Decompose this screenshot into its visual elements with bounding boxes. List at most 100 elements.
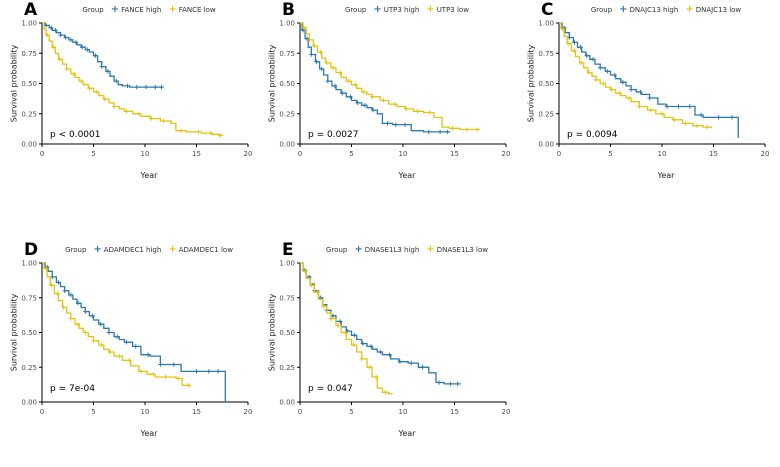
legend-label: FANCE low (178, 6, 216, 14)
legend-item: + DNAJC13 high (619, 5, 678, 15)
y-tick-label: 0.75 (279, 294, 295, 302)
survival-curve-1 (559, 22, 713, 129)
x-tick-label: 0 (557, 150, 561, 158)
x-tick-label: 10 (658, 150, 667, 158)
legend: Group + DNAJC13 high + DNAJC13 low (521, 2, 773, 18)
survival-plot: 0 5 10 15 20 1.00 0.75 0.50 0.25 0.00 (538, 20, 770, 159)
legend: Group + UTP3 high + UTP3 low (262, 2, 514, 18)
x-tick-label: 10 (141, 408, 150, 416)
legend: Group + FANCE high + FANCE low (4, 2, 256, 18)
y-tick-label: 1.00 (21, 20, 37, 28)
x-tick-label: 20 (502, 150, 511, 158)
y-axis-label: Survival probability (9, 293, 19, 372)
y-axis-label: Survival probability (526, 44, 536, 123)
y-tick-label: 0.50 (538, 80, 554, 88)
x-tick-label: 15 (709, 150, 718, 158)
y-tick-label: 0.75 (21, 294, 37, 302)
survival-curve-0 (559, 22, 739, 138)
y-axis-label: Survival probability (267, 293, 277, 372)
y-tick-label: 1.00 (21, 260, 37, 268)
censor-marks-1 (301, 25, 480, 132)
survival-plot: 0 5 10 15 20 1.00 0.75 0.50 0.25 0.00 (279, 20, 511, 159)
legend-label: FANCE high (121, 6, 162, 14)
survival-plot: 0 5 10 15 20 1.00 0.75 0.50 0.25 0.00 (21, 20, 252, 159)
plus-marker-icon: + (168, 4, 177, 15)
legend-item: + DNASE1L3 high (354, 245, 419, 255)
y-tick-label: 0.50 (279, 329, 295, 337)
plot-area: 0 5 10 15 20 1.00 0.75 0.50 0.25 0.00 p = 0.047 (262, 258, 514, 430)
y-tick-label: 0.50 (21, 80, 37, 88)
y-tick-label: 0.00 (279, 399, 295, 407)
survival-curve-1 (300, 22, 481, 131)
x-axis-label: Year (657, 171, 675, 180)
x-tick-label: 5 (91, 408, 95, 416)
y-axis-label: Survival probability (9, 44, 19, 123)
legend-title: Group (326, 246, 348, 254)
censor-marks-1 (44, 32, 223, 138)
y-tick-label: 0.00 (279, 141, 295, 149)
y-tick-label: 0.25 (279, 110, 295, 118)
legend-item: + ADAMDEC1 high (93, 245, 161, 255)
plus-marker-icon: + (168, 244, 177, 255)
legend-item: + ADAMDEC1 low (168, 245, 233, 255)
legend-title: Group (65, 246, 87, 254)
y-tick-label: 0.00 (21, 399, 37, 407)
y-tick-label: 0.75 (21, 50, 37, 58)
legend-label: DNAJC13 high (629, 6, 679, 14)
plus-marker-icon: + (619, 4, 628, 15)
survival-plot: 0 5 10 15 20 1.00 0.75 0.50 0.25 0.00 (21, 260, 253, 417)
legend-label: UTP3 low (436, 6, 469, 14)
panel-letter: D (24, 240, 39, 260)
survival-curve-1 (42, 262, 191, 387)
y-tick-label: 0.75 (538, 50, 554, 58)
y-tick-label: 0.00 (538, 141, 554, 149)
y-tick-label: 0.50 (21, 329, 37, 337)
y-tick-label: 0.50 (279, 80, 295, 88)
survival-curve-0 (42, 22, 164, 88)
legend-label: DNAJC13 low (695, 6, 742, 14)
x-tick-label: 5 (91, 150, 95, 158)
x-axis-label: Year (398, 429, 416, 438)
x-tick-label: 20 (502, 408, 511, 416)
plus-marker-icon: + (426, 4, 435, 15)
y-tick-label: 0.25 (21, 110, 37, 118)
censor-marks-0 (561, 25, 735, 120)
x-tick-label: 10 (141, 150, 150, 158)
panel-letter: C (541, 0, 554, 20)
x-tick-label: 15 (192, 408, 201, 416)
censor-marks-1 (560, 26, 710, 130)
plot-area: 0 5 10 15 20 1.00 0.75 0.50 0.25 0.00 p = 7e-04 (4, 258, 256, 430)
censor-marks-0 (300, 28, 450, 135)
x-tick-label: 20 (244, 408, 253, 416)
censor-marks-1 (302, 269, 388, 395)
plus-marker-icon: + (354, 244, 363, 255)
x-tick-label: 10 (399, 150, 408, 158)
km-panel-a: A Group + FANCE high + FANCE low 0 5 10 15 20 1… (4, 0, 256, 180)
censor-marks-0 (44, 264, 221, 374)
x-axis-label: Year (398, 171, 416, 180)
panel-letter: A (24, 0, 38, 20)
x-tick-label: 15 (450, 150, 459, 158)
y-tick-label: 1.00 (279, 20, 295, 28)
x-tick-label: 5 (608, 150, 612, 158)
y-tick-label: 1.00 (538, 20, 554, 28)
legend-label: UTP3 high (383, 6, 420, 14)
legend-title: Group (345, 6, 367, 14)
plus-marker-icon: + (426, 244, 435, 255)
survival-curve-0 (300, 22, 451, 133)
x-tick-label: 10 (399, 408, 408, 416)
y-tick-label: 0.75 (279, 50, 295, 58)
y-tick-label: 0.00 (21, 141, 37, 149)
x-tick-label: 20 (761, 150, 770, 158)
legend-label: ADAMDEC1 low (178, 246, 233, 254)
x-tick-label: 15 (450, 408, 459, 416)
y-tick-label: 1.00 (279, 260, 295, 268)
p-value: p = 0.0094 (567, 130, 618, 140)
survival-plot: 0 5 10 15 20 1.00 0.75 0.50 0.25 0.00 (279, 260, 511, 417)
legend-item: + FANCE low (168, 5, 215, 15)
legend-item: + FANCE high (111, 5, 162, 15)
legend-title: Group (82, 6, 104, 14)
y-axis-label: Survival probability (267, 44, 277, 123)
legend-label: DNASE1L3 high (364, 246, 420, 254)
